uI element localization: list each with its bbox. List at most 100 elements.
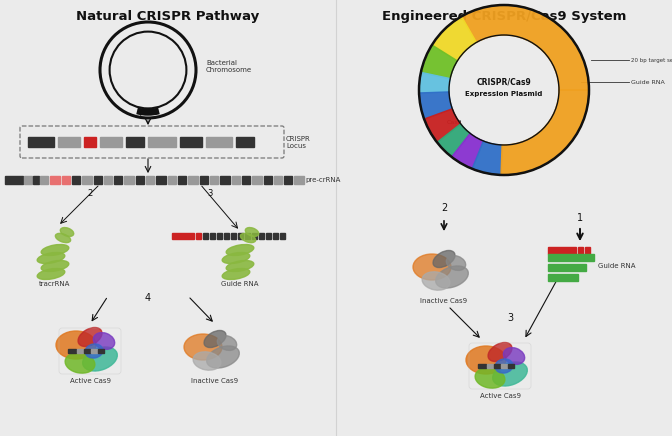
Bar xyxy=(548,274,578,281)
Bar xyxy=(124,176,134,184)
Bar xyxy=(84,137,96,147)
Text: Cas9: Cas9 xyxy=(446,119,462,125)
Ellipse shape xyxy=(55,233,71,243)
Ellipse shape xyxy=(222,269,250,279)
Text: Inactive Cas9: Inactive Cas9 xyxy=(421,298,468,304)
Bar xyxy=(273,233,278,239)
Wedge shape xyxy=(421,45,458,78)
Wedge shape xyxy=(462,5,589,90)
Bar xyxy=(280,233,285,239)
Ellipse shape xyxy=(488,343,512,361)
Text: Bacterial
Chromosome: Bacterial Chromosome xyxy=(206,59,252,72)
Bar xyxy=(252,176,262,184)
Bar xyxy=(200,176,208,184)
Text: Expression Plasmid: Expression Plasmid xyxy=(465,91,543,97)
Ellipse shape xyxy=(37,269,65,279)
Bar xyxy=(501,364,507,368)
Bar xyxy=(84,349,90,353)
Bar xyxy=(231,233,236,239)
Wedge shape xyxy=(424,109,461,142)
Bar xyxy=(242,176,250,184)
Ellipse shape xyxy=(495,359,513,373)
Bar xyxy=(274,176,282,184)
Bar xyxy=(294,176,304,184)
Text: 20 bp target sequence: 20 bp target sequence xyxy=(631,58,672,62)
Bar xyxy=(245,233,250,239)
Ellipse shape xyxy=(226,245,254,255)
Bar xyxy=(172,233,194,239)
Bar xyxy=(252,233,257,239)
Ellipse shape xyxy=(493,362,528,386)
Text: 1: 1 xyxy=(577,213,583,223)
Wedge shape xyxy=(419,92,452,119)
Bar xyxy=(264,176,272,184)
Bar xyxy=(259,233,264,239)
Bar xyxy=(188,176,198,184)
Text: CRISPR
Locus: CRISPR Locus xyxy=(286,136,310,149)
Bar xyxy=(5,176,23,184)
Ellipse shape xyxy=(41,245,69,255)
Bar xyxy=(28,137,54,147)
Ellipse shape xyxy=(226,260,254,272)
Ellipse shape xyxy=(245,228,259,236)
Bar xyxy=(224,233,229,239)
Bar xyxy=(148,137,176,147)
Text: pre-crRNA: pre-crRNA xyxy=(305,177,341,183)
Text: Inactive Cas9: Inactive Cas9 xyxy=(192,378,239,384)
Bar xyxy=(62,176,70,184)
Bar xyxy=(91,349,97,353)
Ellipse shape xyxy=(446,255,466,270)
Bar xyxy=(126,137,144,147)
Bar xyxy=(146,176,154,184)
Bar xyxy=(68,349,76,353)
Text: Guide RNA: Guide RNA xyxy=(631,79,665,85)
Text: 2: 2 xyxy=(87,188,93,198)
Wedge shape xyxy=(432,17,476,61)
Bar xyxy=(100,137,122,147)
Bar xyxy=(206,137,232,147)
Bar xyxy=(585,247,590,254)
Bar xyxy=(33,176,39,184)
Text: 3: 3 xyxy=(208,188,212,198)
Bar xyxy=(548,264,586,271)
Bar xyxy=(210,176,218,184)
Bar xyxy=(478,364,486,368)
Bar xyxy=(136,176,144,184)
Bar xyxy=(24,176,32,184)
Bar xyxy=(508,364,514,368)
Wedge shape xyxy=(472,141,502,175)
Bar xyxy=(217,233,222,239)
Bar xyxy=(82,176,92,184)
Bar xyxy=(114,176,122,184)
Text: 4: 4 xyxy=(145,293,151,303)
Bar xyxy=(210,233,215,239)
Text: 2: 2 xyxy=(441,203,447,213)
Bar xyxy=(548,247,576,254)
Bar xyxy=(238,233,243,239)
Text: tracrRNA: tracrRNA xyxy=(40,281,71,287)
Ellipse shape xyxy=(184,334,222,360)
Wedge shape xyxy=(501,90,589,175)
Bar xyxy=(58,137,80,147)
Bar xyxy=(203,233,208,239)
Bar xyxy=(236,137,254,147)
Bar xyxy=(220,176,230,184)
Bar xyxy=(104,176,112,184)
Text: Natural CRISPR Pathway: Natural CRISPR Pathway xyxy=(77,10,259,23)
Ellipse shape xyxy=(475,368,505,388)
Ellipse shape xyxy=(217,336,237,351)
Text: 3: 3 xyxy=(507,313,513,323)
Bar xyxy=(98,349,104,353)
Ellipse shape xyxy=(422,272,450,290)
Ellipse shape xyxy=(78,327,102,347)
Ellipse shape xyxy=(466,346,506,374)
Bar xyxy=(548,254,594,261)
Bar xyxy=(40,176,48,184)
Ellipse shape xyxy=(65,353,95,373)
Ellipse shape xyxy=(241,233,255,243)
Text: Engineered CRISPR/Cas9 System: Engineered CRISPR/Cas9 System xyxy=(382,10,626,23)
Text: Guide RNA: Guide RNA xyxy=(598,263,636,269)
Ellipse shape xyxy=(60,228,74,236)
Text: Active Cas9: Active Cas9 xyxy=(69,378,110,384)
Ellipse shape xyxy=(93,333,115,349)
